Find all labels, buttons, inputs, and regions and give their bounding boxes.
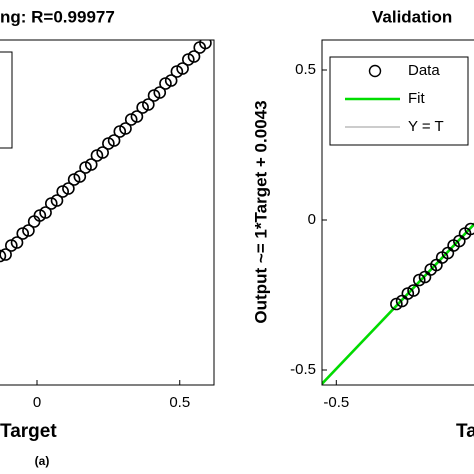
data-point	[176, 62, 189, 75]
axes-box	[0, 40, 214, 385]
data-point	[84, 158, 98, 171]
data-point	[407, 284, 420, 297]
legend-box	[329, 56, 469, 146]
legend-box	[0, 51, 13, 149]
data-point	[0, 249, 7, 263]
chart-title: Validation	[372, 7, 452, 26]
chart-title: ng: R=0.99977	[0, 7, 115, 26]
legend-label: Fit	[408, 90, 425, 107]
data-point	[187, 50, 201, 63]
plot-area	[0, 40, 214, 385]
x-tick-label: -0.5	[323, 394, 349, 411]
x-tick-label: 0.5	[169, 394, 190, 411]
data-point	[50, 194, 64, 207]
data-point	[107, 134, 121, 147]
data-point	[22, 224, 35, 237]
data-point	[153, 86, 167, 99]
data-point	[96, 146, 109, 159]
data-point	[73, 170, 87, 183]
data-point	[39, 206, 52, 219]
x-axis-label: Ta	[456, 421, 474, 442]
legend-label: Y = T	[408, 118, 444, 135]
data-point	[164, 74, 178, 87]
y-axis-label: Output ~= 1*Target + 0.0043	[251, 100, 270, 323]
data-point	[464, 222, 474, 236]
data-point	[119, 122, 132, 135]
panel-label: (a)	[35, 454, 50, 468]
data-point	[142, 98, 155, 111]
legend-marker	[368, 64, 382, 78]
x-tick-label: 0	[33, 394, 41, 411]
data-point	[10, 236, 24, 249]
axes-frame	[321, 39, 474, 386]
fit-line	[322, 222, 474, 385]
data-point	[130, 110, 144, 123]
x-axis-label: Target	[0, 421, 57, 442]
y-tick-label: -0.5	[290, 361, 316, 378]
y-tick-label: 0.5	[295, 61, 316, 78]
axes-frame	[0, 39, 215, 386]
data-point	[62, 182, 75, 195]
data-point	[199, 40, 212, 50]
data-point	[0, 248, 12, 261]
legend-label: Data	[408, 62, 440, 79]
y-tick-label: 0	[308, 211, 316, 228]
